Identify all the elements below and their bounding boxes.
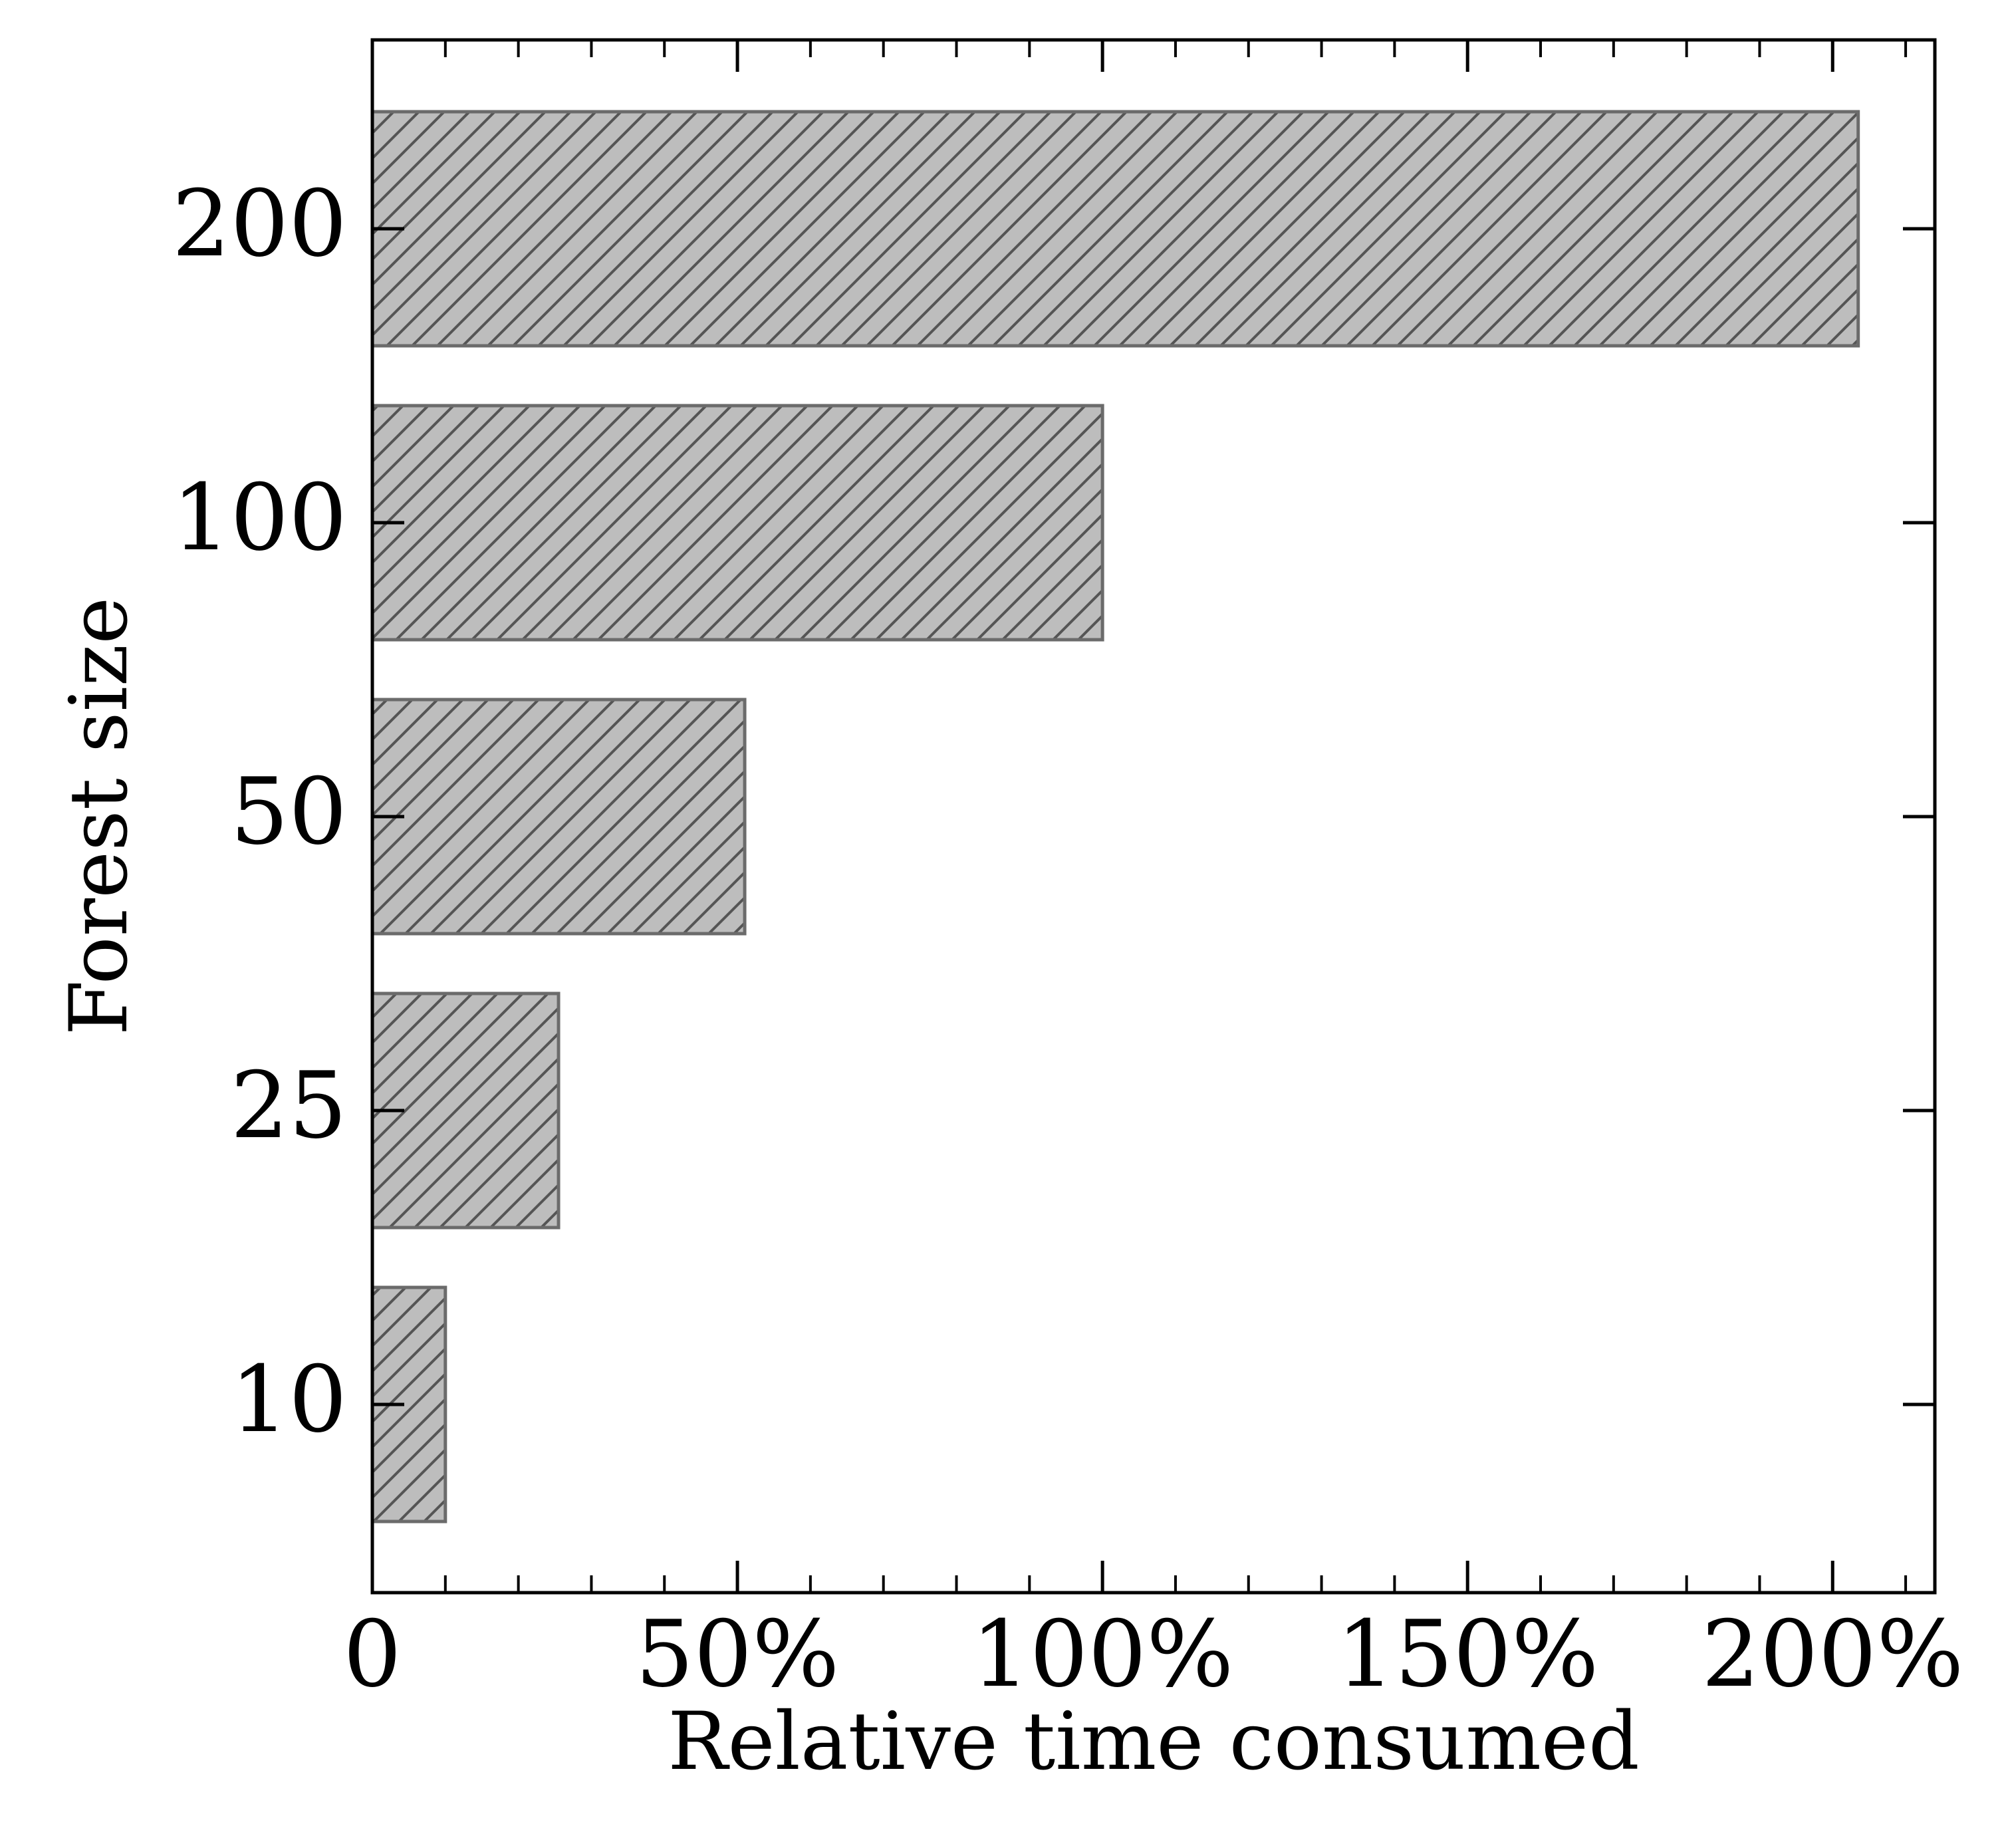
x-axis-label: Relative time consumed: [668, 1696, 1640, 1788]
y-tick-label-10: 10: [230, 1346, 347, 1453]
bar-50: [370, 698, 747, 936]
x-tick-label-100%: 100%: [971, 1601, 1234, 1708]
x-tick-label-50%: 50%: [636, 1601, 840, 1708]
x-tick-label-200%: 200%: [1701, 1601, 1964, 1708]
y-tick-label-50: 50: [230, 758, 347, 865]
bar-200: [370, 110, 1860, 348]
y-axis-label: Forest size: [53, 597, 146, 1035]
y-tick-label-100: 100: [172, 464, 347, 571]
y-tick-label-200: 200: [172, 170, 347, 277]
x-tick-label-150%: 150%: [1336, 1601, 1599, 1708]
bars-layer: [370, 110, 1860, 1523]
x-tick-label-0: 0: [343, 1601, 402, 1708]
ticks-layer: [370, 40, 1935, 1593]
tick-labels-layer: 10 25 50 100 200 0 50% 100% 150% 200%: [172, 170, 1964, 1708]
bar-100: [370, 404, 1104, 642]
y-tick-label-25: 25: [230, 1052, 347, 1159]
